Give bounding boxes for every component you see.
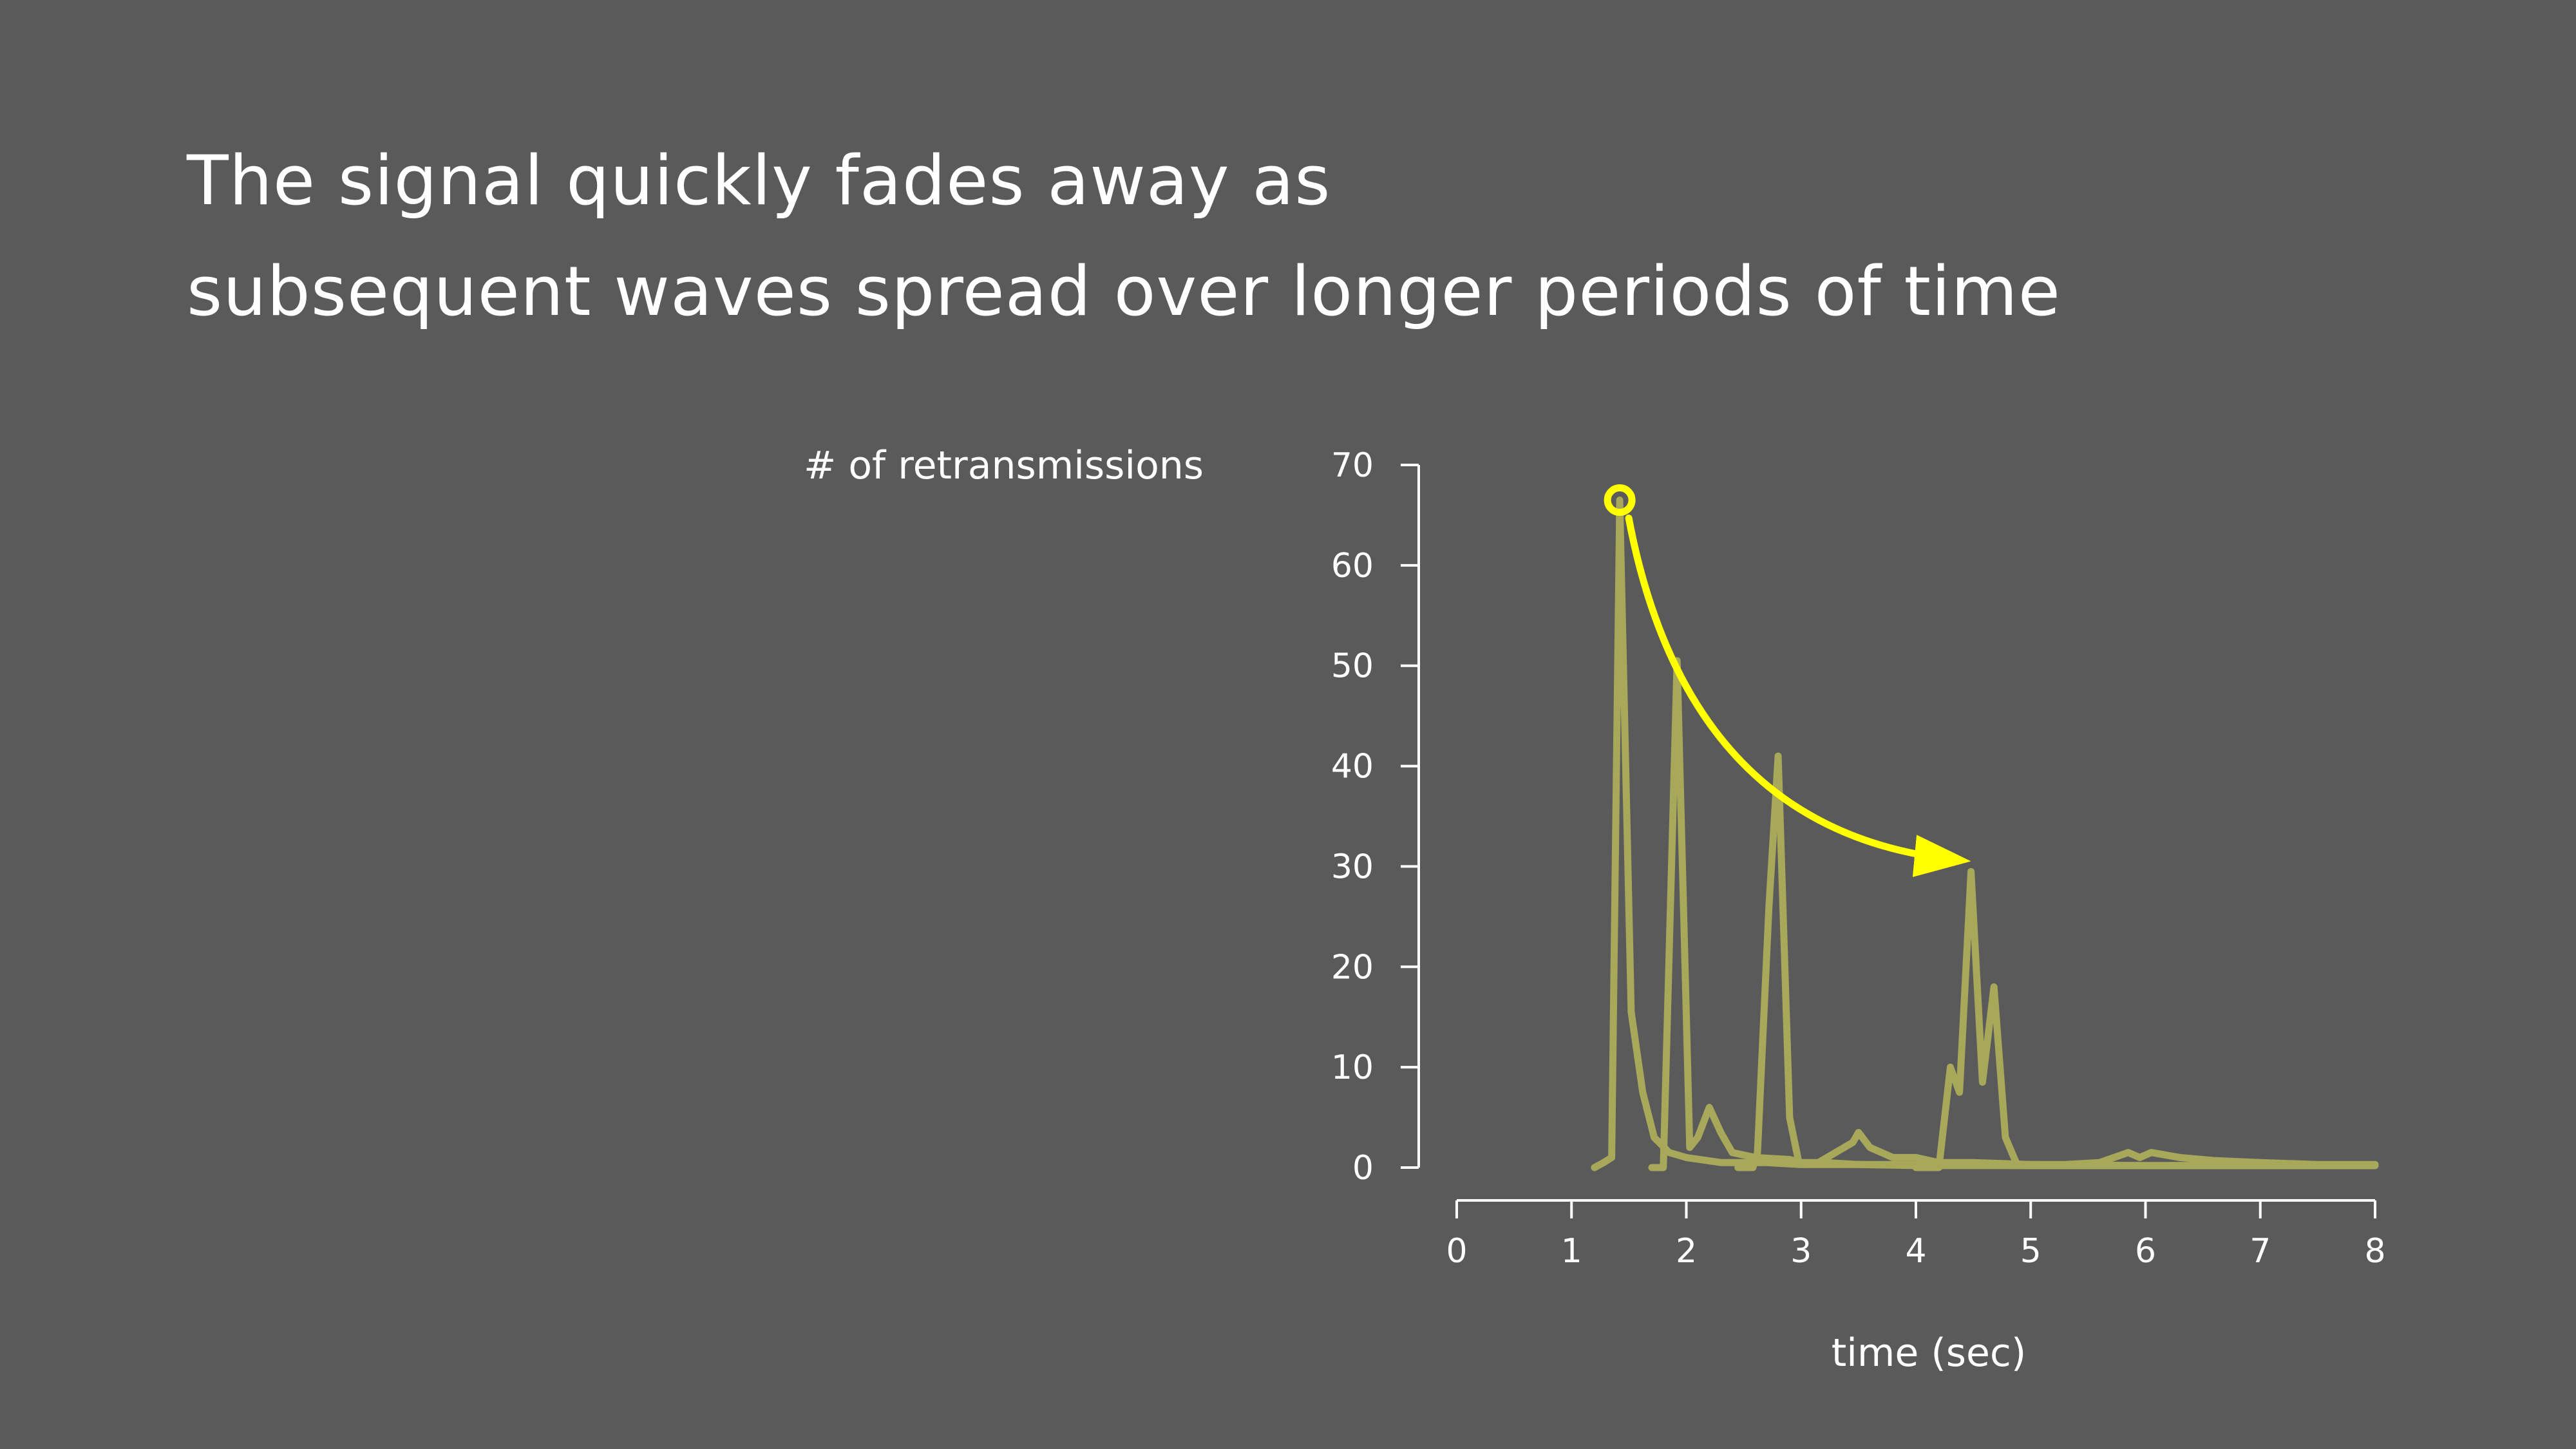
annotation-layer bbox=[1604, 484, 1971, 877]
slide-title-line-2: subsequent waves spread over longer peri… bbox=[187, 252, 2061, 331]
y-tick-label: 10 bbox=[1331, 1048, 1374, 1087]
peak-highlight-circle bbox=[1604, 484, 1636, 516]
x-axis: 0 1 2 3 4 5 6 7 8 bbox=[1446, 1199, 2386, 1271]
x-axis-title: time (sec) bbox=[1831, 1331, 2027, 1376]
x-tick-label: 2 bbox=[1676, 1232, 1697, 1271]
y-tick-label: 60 bbox=[1331, 547, 1374, 585]
x-tick-label: 8 bbox=[2364, 1232, 2385, 1271]
x-tick-label: 0 bbox=[1446, 1232, 1467, 1271]
x-tick-label: 1 bbox=[1561, 1232, 1582, 1271]
x-tick-label: 6 bbox=[2135, 1232, 2156, 1271]
y-axis-title: # of retransmissions bbox=[804, 443, 1204, 488]
y-tick-label: 20 bbox=[1331, 948, 1374, 987]
x-tick-label: 7 bbox=[2249, 1232, 2271, 1271]
y-tick-label: 30 bbox=[1331, 848, 1374, 886]
series-line-4 bbox=[1912, 867, 2379, 1171]
y-axis: 0 10 20 30 40 50 60 70 bbox=[1331, 446, 1420, 1188]
series-line-3 bbox=[1734, 752, 2379, 1171]
y-tick-label: 70 bbox=[1331, 446, 1374, 485]
series-layer bbox=[1591, 497, 2379, 1171]
x-tick-label: 4 bbox=[1905, 1232, 1926, 1271]
x-tick-label: 3 bbox=[1790, 1232, 1812, 1271]
x-tick-label: 5 bbox=[2020, 1232, 2041, 1271]
slide-title: The signal quickly fades away as subsequ… bbox=[187, 126, 2061, 347]
y-tick-label: 40 bbox=[1331, 748, 1374, 786]
decay-arrow bbox=[1625, 515, 1971, 877]
y-tick-label: 50 bbox=[1331, 647, 1374, 686]
y-tick-label: 0 bbox=[1352, 1149, 1374, 1188]
slide-title-line-1: The signal quickly fades away as bbox=[187, 141, 1331, 220]
